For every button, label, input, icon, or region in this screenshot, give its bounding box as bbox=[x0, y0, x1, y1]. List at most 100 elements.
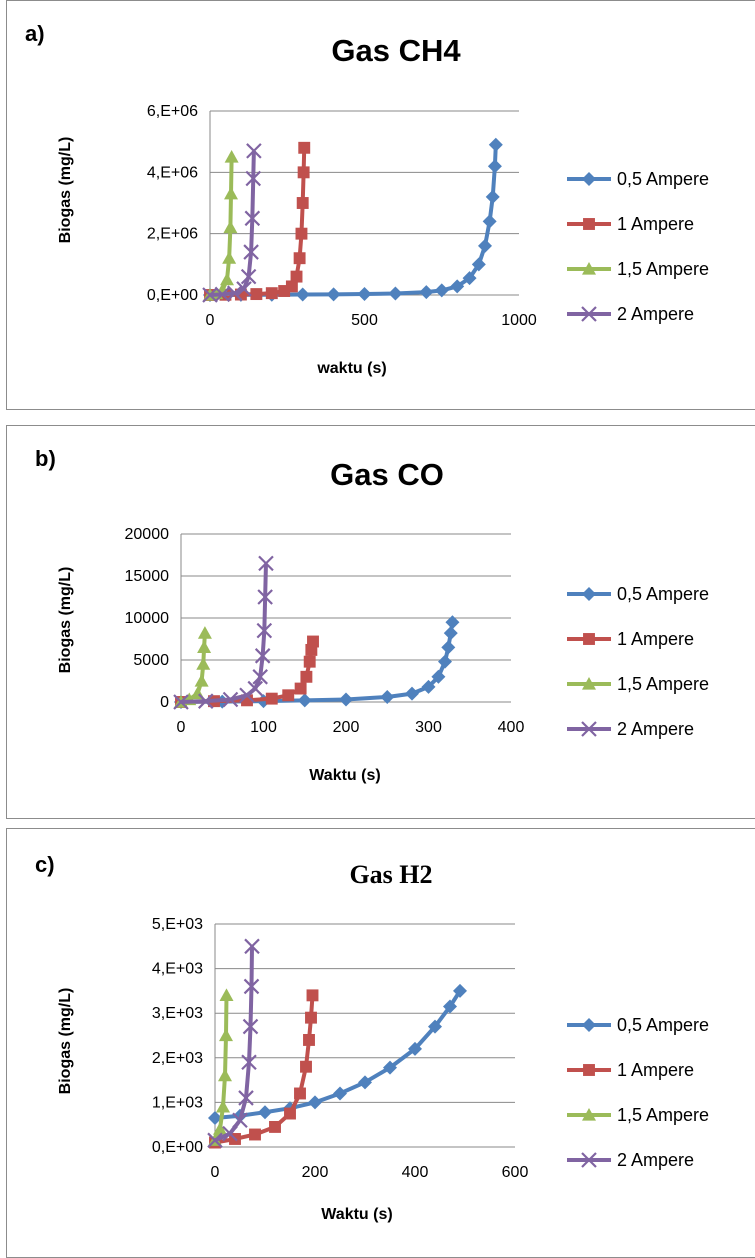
chart-b-data-point bbox=[297, 693, 312, 708]
chart-a-data-point bbox=[240, 268, 257, 285]
chart-b-data-point bbox=[252, 669, 268, 685]
chart-b-data-point bbox=[173, 694, 189, 710]
chart-b-xtick-label: 300 bbox=[415, 719, 442, 736]
chart-c-ytick-label: 3,E+03 bbox=[152, 1005, 203, 1022]
chart-a-legend: 0,5 Ampere 1 Ampere 1,5 Ampere 2 Ampere bbox=[567, 169, 709, 324]
chart-a-xtick-label: 1000 bbox=[501, 312, 537, 329]
chart-b-legend-label: 0,5 Ampere bbox=[617, 584, 709, 604]
chart-b-ylabel: Biogas (mg/L) bbox=[57, 567, 74, 674]
chart-c-data-point bbox=[333, 1086, 347, 1101]
chart-b-data-point bbox=[441, 640, 456, 655]
chart-c-legend-marker bbox=[582, 1018, 596, 1032]
chart-a-series-0 bbox=[203, 137, 503, 302]
chart-b-legend-item: 0,5 Ampere bbox=[567, 584, 709, 604]
chart-a-data-point bbox=[202, 287, 218, 303]
chart-c-legend-label: 1 Ampere bbox=[617, 1060, 694, 1080]
chart-b-data-point bbox=[265, 692, 278, 705]
chart-c-legend-item: 2 Ampere bbox=[567, 1150, 694, 1170]
chart-b-legend: 0,5 Ampere 1 Ampere 1,5 Ampere 2 Ampere bbox=[567, 584, 709, 739]
chart-panel-a: a) Gas CH4 waktu (s) Biogas (mg/L) 0,E+0… bbox=[6, 0, 755, 410]
chart-b-data-point bbox=[421, 679, 436, 694]
chart-c-data-point bbox=[303, 1034, 315, 1046]
chart-b-series-line bbox=[180, 563, 268, 704]
chart-a-legend-item: 0,5 Ampere bbox=[567, 169, 709, 189]
chart-a-data-point bbox=[298, 141, 311, 154]
chart-c-plot: 0,E+00 1,E+03 2,E+03 3,E+03 4,E+03 5,E+03 0 200… bbox=[152, 916, 529, 1181]
chart-a-data-point bbox=[219, 272, 234, 286]
chart-a-legend-marker bbox=[581, 306, 597, 322]
chart-c-series-2 bbox=[208, 988, 234, 1146]
chart-a-svg: a) Gas CH4 waktu (s) Biogas (mg/L) 0,E+0… bbox=[25, 21, 709, 377]
chart-b-plot: 0 5000 10000 15000 20000 0 100 200 300 400 bbox=[125, 526, 525, 736]
chart-c-data-point bbox=[453, 983, 467, 998]
chart-b-legend-marker bbox=[582, 677, 596, 690]
chart-b-xtick-label: 400 bbox=[498, 719, 525, 736]
chart-c-data-point bbox=[213, 1122, 227, 1135]
chart-c-data-point bbox=[294, 1087, 306, 1100]
chart-b-ytick-label: 5000 bbox=[133, 652, 169, 669]
chart-b-ytick-label: 15000 bbox=[125, 568, 170, 585]
chart-c-ytick-label: 1,E+03 bbox=[152, 1094, 203, 1111]
chart-c-data-point bbox=[238, 1090, 254, 1106]
panel-label-b: b) bbox=[35, 446, 56, 471]
panel-label-c: c) bbox=[35, 852, 55, 877]
chart-c-data-point bbox=[269, 1120, 281, 1133]
chart-c-series-0 bbox=[208, 983, 467, 1126]
chart-b-ytick-label: 10000 bbox=[125, 610, 170, 627]
chart-c-xtick-label: 400 bbox=[402, 1164, 429, 1181]
chart-c-data-point bbox=[284, 1107, 296, 1120]
chart-a-legend-label: 2 Ampere bbox=[617, 304, 694, 324]
chart-a-series-line bbox=[209, 147, 307, 297]
chart-a-data-point bbox=[295, 227, 308, 240]
chart-a-data-point bbox=[296, 197, 309, 209]
chart-c-legend-item: 1,5 Ampere bbox=[567, 1105, 709, 1125]
chart-b-legend-marker bbox=[583, 633, 595, 645]
chart-a-data-point bbox=[488, 137, 503, 152]
chart-a-title: Gas CH4 bbox=[331, 33, 461, 68]
chart-b-legend-item: 1 Ampere bbox=[567, 629, 694, 649]
chart-a-data-point bbox=[326, 287, 341, 302]
chart-a-data-point bbox=[419, 285, 434, 300]
chart-a-legend-item: 1 Ampere bbox=[567, 214, 694, 234]
chart-a-plot: 0,E+00 2,E+06 4,E+06 6,E+06 0 500 1000 bbox=[147, 103, 537, 329]
chart-b-title: Gas CO bbox=[330, 457, 444, 492]
chart-a-data-point bbox=[214, 286, 231, 303]
chart-b-xtick-label: 0 bbox=[177, 719, 186, 736]
chart-c-data-point bbox=[308, 1095, 322, 1110]
chart-a-data-point bbox=[250, 288, 263, 301]
chart-a-data-point bbox=[478, 238, 493, 253]
chart-a-data-point bbox=[222, 251, 237, 264]
chart-b-data-point bbox=[197, 693, 214, 709]
chart-c-legend-marker bbox=[582, 1108, 596, 1121]
chart-c-legend-item: 0,5 Ampere bbox=[567, 1015, 709, 1035]
chart-b-ytick-label: 20000 bbox=[125, 526, 170, 543]
chart-c-legend-marker bbox=[581, 1152, 597, 1168]
chart-a-legend-item: 1,5 Ampere bbox=[567, 259, 709, 279]
chart-c-data-point bbox=[219, 988, 234, 1001]
chart-c-data-point bbox=[218, 1068, 232, 1082]
chart-a-data-point bbox=[285, 280, 298, 293]
chart-a-legend-label: 1,5 Ampere bbox=[617, 259, 709, 279]
chart-b-data-point bbox=[303, 655, 316, 668]
chart-c-data-point bbox=[306, 989, 319, 1002]
chart-c-data-point bbox=[243, 978, 260, 995]
chart-a-data-point bbox=[297, 166, 310, 179]
chart-c-data-point bbox=[241, 1054, 257, 1071]
chart-c-xtick-label: 0 bbox=[211, 1164, 220, 1181]
chart-a-data-point bbox=[243, 244, 259, 260]
chart-b-xtick-label: 200 bbox=[333, 719, 360, 736]
chart-b-data-point bbox=[222, 691, 239, 708]
chart-a-data-point bbox=[295, 287, 310, 302]
chart-b-legend-marker bbox=[582, 587, 596, 601]
chart-a-legend-marker bbox=[582, 262, 596, 275]
chart-b-data-point bbox=[241, 694, 253, 707]
chart-c-svg: c) Gas H2 Waktu (s) Biogas (mg/L) 0,E+00… bbox=[35, 852, 709, 1223]
chart-c-data-point bbox=[258, 1105, 272, 1120]
chart-a-data-point bbox=[224, 150, 239, 163]
chart-a-data-point bbox=[388, 286, 403, 301]
chart-c-data-point bbox=[358, 1075, 372, 1090]
chart-b-svg: b) Gas CO Waktu (s) Biogas (mg/L) 0 5000 1… bbox=[35, 446, 709, 784]
chart-c-data-point bbox=[305, 1011, 317, 1024]
chart-b-data-point bbox=[256, 622, 273, 639]
chart-c-data-point bbox=[428, 1019, 442, 1034]
